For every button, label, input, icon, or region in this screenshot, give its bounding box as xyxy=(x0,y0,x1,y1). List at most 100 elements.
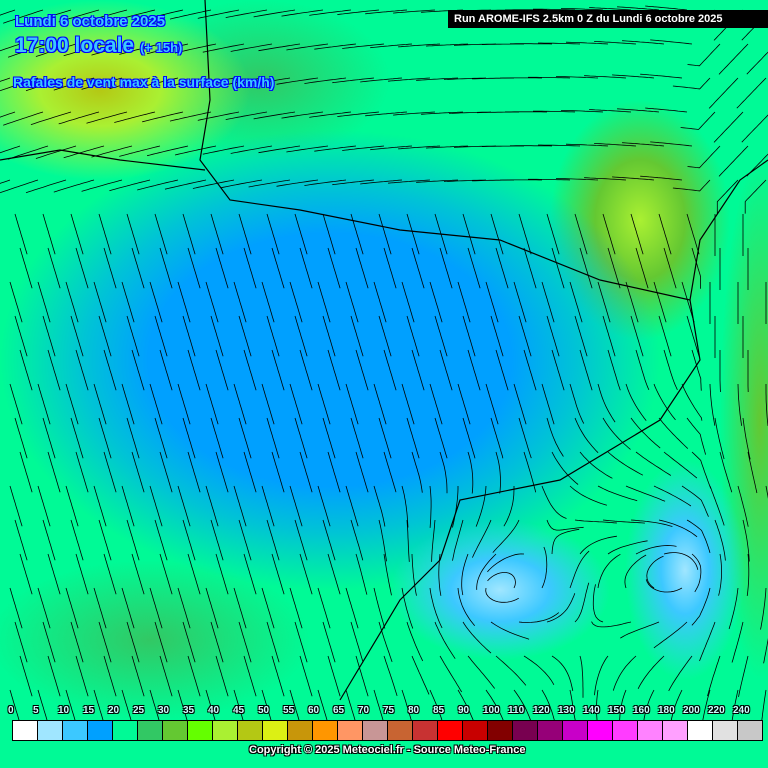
legend-label: 40 xyxy=(208,705,220,716)
streamline xyxy=(177,281,191,323)
streamline xyxy=(142,9,184,21)
streamline xyxy=(169,111,212,122)
streamline xyxy=(528,178,571,181)
streamline xyxy=(597,553,621,589)
legend-swatch: 80 xyxy=(408,705,438,740)
streamline xyxy=(584,75,627,79)
streamline xyxy=(164,179,207,190)
streamline xyxy=(640,175,683,181)
streamline xyxy=(378,315,392,357)
streamline xyxy=(645,107,688,113)
streamline xyxy=(47,553,61,595)
streamline xyxy=(350,621,364,663)
streamline xyxy=(35,145,77,159)
streamline xyxy=(271,655,285,697)
streamline xyxy=(243,553,257,595)
streamline xyxy=(546,593,576,623)
streamline xyxy=(490,315,504,357)
streamline xyxy=(187,349,201,391)
legend-label: 110 xyxy=(508,705,525,716)
streamline xyxy=(103,349,117,391)
streamline xyxy=(187,655,201,697)
streamline xyxy=(233,383,247,425)
streamline xyxy=(327,553,341,595)
streamline xyxy=(602,519,645,524)
streamline xyxy=(434,417,448,459)
streamline xyxy=(91,43,133,56)
streamline xyxy=(332,179,375,186)
streamline xyxy=(485,383,499,425)
streamline xyxy=(475,485,487,527)
streamline xyxy=(401,383,415,425)
streamline xyxy=(439,247,453,289)
streamline xyxy=(289,281,303,323)
streamline xyxy=(763,637,768,664)
streamline xyxy=(0,145,21,154)
streamline xyxy=(261,281,275,323)
streamline xyxy=(253,9,296,18)
streamline xyxy=(70,213,84,255)
streamline xyxy=(65,281,79,323)
streamline xyxy=(75,655,89,697)
streamline xyxy=(215,247,229,289)
streamline xyxy=(230,145,273,154)
legend-label: 130 xyxy=(558,705,575,716)
streamline xyxy=(131,553,145,595)
streamline xyxy=(337,111,380,117)
streamline xyxy=(9,485,23,527)
streamline xyxy=(719,350,721,393)
streamline xyxy=(42,213,56,255)
streamline xyxy=(93,281,107,323)
streamline xyxy=(612,176,655,181)
streamline xyxy=(513,281,527,323)
streamline xyxy=(718,43,749,75)
streamline xyxy=(126,213,140,255)
streamline xyxy=(591,621,632,628)
streamline xyxy=(746,153,768,177)
streamline xyxy=(159,553,173,595)
streamline xyxy=(271,553,285,595)
streamline xyxy=(630,315,644,357)
streamline xyxy=(35,43,77,57)
legend-swatch: 200 xyxy=(683,705,713,740)
streamline xyxy=(3,111,44,126)
streamline xyxy=(691,349,702,391)
streamline xyxy=(393,111,436,116)
legend-swatch: 0 xyxy=(8,705,38,740)
streamline xyxy=(532,110,576,113)
streamline xyxy=(495,349,509,391)
parameter-title: Rafales de vent max à la surface (km/h) xyxy=(13,74,275,90)
streamline xyxy=(182,621,196,663)
streamline xyxy=(646,555,664,589)
streamline xyxy=(299,349,313,391)
streamline xyxy=(719,451,733,493)
streamline xyxy=(592,584,604,623)
streamline xyxy=(137,77,179,89)
streamline xyxy=(546,315,560,357)
streamline xyxy=(378,213,392,255)
streamline xyxy=(495,655,527,686)
streamline xyxy=(607,451,644,476)
streamline xyxy=(187,247,201,289)
streamline xyxy=(555,178,599,181)
streamline xyxy=(708,77,739,109)
streamline xyxy=(58,9,100,23)
streamline xyxy=(426,43,469,47)
streamline xyxy=(25,179,67,194)
streamline xyxy=(314,145,357,152)
streamline xyxy=(253,111,296,120)
streamline xyxy=(383,553,392,596)
streamline xyxy=(131,655,145,697)
streamline xyxy=(177,587,191,629)
streamline xyxy=(126,315,140,357)
streamline xyxy=(225,111,268,120)
streamline xyxy=(579,349,593,391)
streamline xyxy=(286,145,329,153)
streamline xyxy=(286,43,329,51)
streamline xyxy=(663,552,699,570)
streamline xyxy=(19,247,33,289)
streamline xyxy=(317,281,331,323)
streamline xyxy=(103,655,117,697)
streamline xyxy=(653,281,667,323)
streamline xyxy=(0,179,39,194)
